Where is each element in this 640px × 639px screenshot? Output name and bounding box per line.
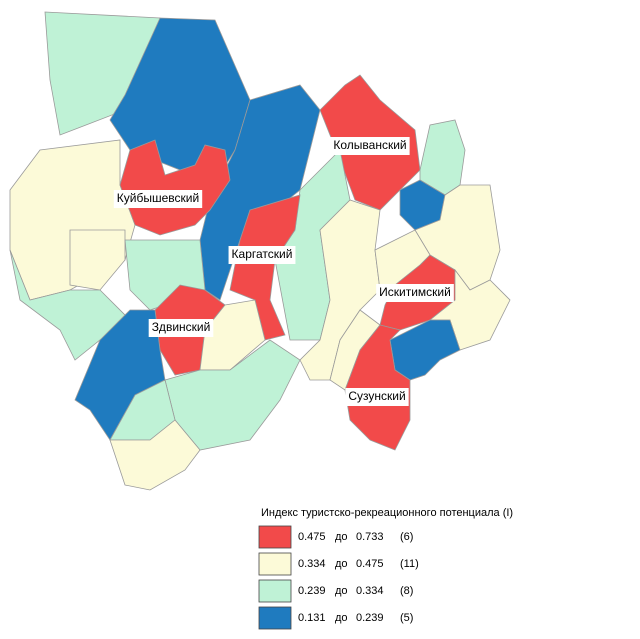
legend-swatch bbox=[258, 552, 292, 576]
label-box bbox=[345, 388, 409, 406]
district-label: Каргатский bbox=[232, 247, 293, 261]
legend-from: 0.239 bbox=[298, 585, 326, 597]
district-label: Колыванский bbox=[333, 138, 406, 152]
legend-title: Индекс туристско-рекреационного потенциа… bbox=[261, 507, 513, 519]
legend-from: 0.131 bbox=[298, 612, 326, 624]
legend-word: до bbox=[335, 585, 348, 597]
legend: 0.475 до 0.733 (6) 0.334 до 0.475 (11) 0.239 до 0.… bbox=[258, 525, 419, 630]
legend-to: 0.475 bbox=[356, 558, 384, 570]
label-box bbox=[113, 190, 203, 208]
legend-to: 0.239 bbox=[356, 612, 384, 624]
legend-swatch bbox=[258, 606, 292, 630]
legend-from: 0.475 bbox=[298, 531, 326, 543]
legend-word: до bbox=[335, 612, 348, 624]
legend-count: (5) bbox=[400, 612, 413, 624]
regions bbox=[9, 11, 511, 491]
district-label: Искитимский bbox=[379, 285, 451, 299]
label-box bbox=[330, 137, 410, 155]
district-label: Сузунский bbox=[348, 389, 405, 403]
legend-from: 0.334 bbox=[298, 558, 326, 570]
legend-word: до bbox=[335, 558, 348, 570]
legend-count: (8) bbox=[400, 585, 413, 597]
legend-word: до bbox=[335, 531, 348, 543]
district-label: Здвинский bbox=[152, 320, 211, 334]
legend-count: (6) bbox=[400, 531, 413, 543]
legend-to: 0.334 bbox=[356, 585, 384, 597]
legend-to: 0.733 bbox=[356, 531, 384, 543]
label-box bbox=[148, 319, 214, 337]
label-box bbox=[376, 284, 454, 302]
district-labels: Куйбышевский Колыванский Каргатский Искитим… bbox=[113, 137, 454, 406]
legend-swatch bbox=[258, 525, 292, 549]
label-box bbox=[228, 246, 296, 264]
legend-swatch bbox=[258, 579, 292, 603]
district-label: Куйбышевский bbox=[117, 191, 199, 205]
legend-count: (11) bbox=[400, 558, 419, 570]
